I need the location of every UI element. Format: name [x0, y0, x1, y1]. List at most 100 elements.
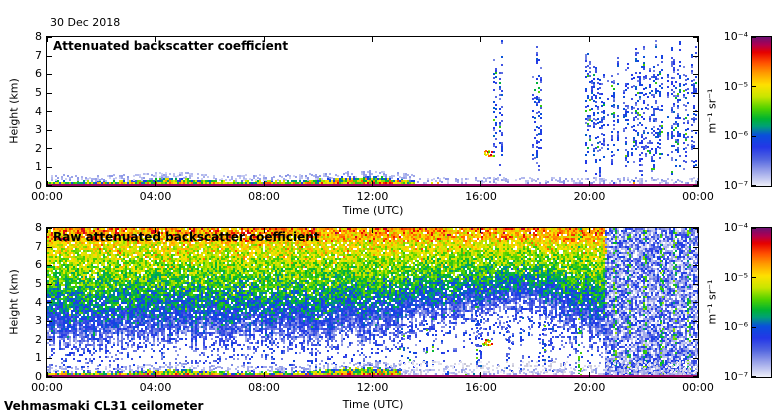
axis-tick — [693, 148, 698, 149]
axis-tick — [264, 37, 265, 42]
axis-tick — [480, 372, 481, 377]
x-axis-label-top: Time (UTC) — [342, 204, 404, 217]
axis-tick — [752, 86, 756, 87]
x-tick-label: 12:00 — [356, 190, 389, 203]
y-tick-label: 6 — [35, 258, 42, 272]
date-label: 30 Dec 2018 — [50, 16, 121, 29]
y-axis-label-top: Height (km) — [7, 78, 21, 144]
axis-tick — [693, 247, 698, 248]
axis-tick — [693, 93, 698, 94]
axis-tick — [697, 37, 698, 42]
axis-tick — [47, 228, 52, 229]
colorbar-tick-label: 10⁻⁴ — [723, 221, 748, 234]
axis-tick — [693, 228, 698, 229]
axis-tick — [693, 111, 698, 112]
plot-area-raw-backscatter: Raw attenuated backscatter coefficient — [46, 227, 699, 378]
axis-tick — [47, 37, 52, 38]
x-tick-label: 20:00 — [573, 381, 606, 394]
axis-tick — [693, 185, 698, 186]
colorbar-gradient-raw — [752, 228, 771, 377]
y-tick-label: 2 — [35, 332, 42, 346]
y-tick-label: 0 — [35, 179, 42, 192]
axis-tick — [47, 247, 52, 248]
colorbar-tick-label: 10⁻⁶ — [723, 320, 748, 334]
plot-title-raw: Raw attenuated backscatter coefficient — [53, 230, 320, 244]
axis-tick — [47, 130, 52, 131]
axis-tick — [480, 228, 481, 233]
axis-tick — [752, 228, 756, 229]
plot-title-attenuated: Attenuated backscatter coefficient — [53, 39, 289, 53]
axis-tick — [47, 265, 52, 266]
axis-tick — [264, 181, 265, 186]
axis-tick — [47, 185, 52, 186]
y-tick-label: 6 — [35, 67, 42, 81]
x-tick-label: 08:00 — [248, 190, 280, 203]
x-tick-label: 00:00 — [31, 190, 63, 203]
axis-tick — [155, 372, 156, 377]
heatmap-canvas-attenuated-backscatter — [47, 37, 698, 186]
axis-tick — [693, 321, 698, 322]
axis-tick — [480, 37, 481, 42]
instrument-label: Vehmasmaki CL31 ceilometer — [4, 399, 204, 413]
axis-tick — [47, 74, 52, 75]
x-axis-label-bottom: Time (UTC) — [342, 398, 404, 411]
y-tick-label: 5 — [35, 85, 42, 99]
colorbar-tick-label: 10⁻⁵ — [723, 79, 748, 93]
y-tick-label: 0 — [35, 370, 42, 383]
x-tick-label: 16:00 — [465, 190, 497, 203]
axis-tick — [47, 111, 52, 112]
y-tick-label: 7 — [35, 48, 42, 62]
axis-tick — [589, 37, 590, 42]
axis-tick — [47, 181, 48, 186]
axis-tick — [693, 284, 698, 285]
axis-tick — [589, 181, 590, 186]
axis-tick — [372, 372, 373, 377]
y-tick-label: 4 — [35, 295, 42, 309]
colorbar-tick-label: 10⁻⁴ — [723, 30, 748, 43]
y-tick-label: 1 — [35, 351, 42, 365]
y-tick-label: 3 — [35, 123, 42, 137]
axis-tick — [589, 228, 590, 233]
axis-tick — [47, 376, 52, 377]
axis-tick — [693, 130, 698, 131]
axis-tick — [752, 327, 756, 328]
axis-tick — [372, 37, 373, 42]
axis-tick — [155, 228, 156, 233]
colorbar-tick-label: 10⁻⁷ — [723, 370, 748, 383]
axis-tick — [47, 372, 48, 377]
colorbar-raw — [751, 227, 772, 378]
x-tick-label: 00:00 — [682, 190, 714, 203]
axis-tick — [47, 284, 52, 285]
axis-tick — [264, 372, 265, 377]
axis-tick — [47, 228, 48, 233]
x-tick-label: 00:00 — [31, 381, 63, 394]
axis-tick — [47, 93, 52, 94]
y-tick-label: 8 — [35, 30, 42, 43]
axis-tick — [693, 56, 698, 57]
axis-tick — [752, 185, 756, 186]
colorbar-unit-label-bottom: m⁻¹ sr⁻¹ — [705, 279, 719, 325]
y-tick-label: 2 — [35, 141, 42, 155]
axis-tick — [47, 148, 52, 149]
y-tick-label: 5 — [35, 276, 42, 290]
x-tick-label: 20:00 — [573, 190, 606, 203]
y-tick-label: 3 — [35, 314, 42, 328]
axis-tick — [693, 376, 698, 377]
axis-tick — [155, 37, 156, 42]
plot-area-attenuated-backscatter: Attenuated backscatter coefficient — [46, 36, 699, 187]
y-tick-label: 4 — [35, 104, 42, 118]
colorbar-gradient-attenuated — [752, 37, 771, 186]
colorbar-attenuated — [751, 36, 772, 187]
axis-tick — [693, 74, 698, 75]
axis-tick — [697, 372, 698, 377]
axis-tick — [693, 37, 698, 38]
axis-tick — [752, 136, 756, 137]
x-tick-label: 04:00 — [139, 381, 172, 394]
axis-tick — [264, 228, 265, 233]
axis-tick — [752, 376, 756, 377]
x-tick-label: 04:00 — [139, 190, 172, 203]
axis-tick — [47, 56, 52, 57]
y-tick-label: 8 — [35, 221, 42, 234]
heatmap-canvas-raw-backscatter — [47, 228, 698, 377]
